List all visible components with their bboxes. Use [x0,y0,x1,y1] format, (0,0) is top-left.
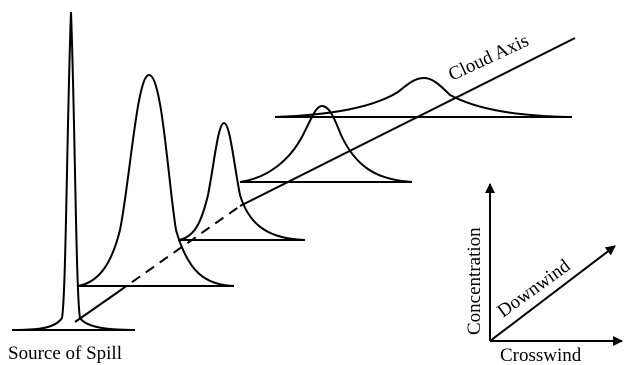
concentration-label: Concentration [464,227,485,335]
cloud-axis-line [75,38,575,322]
source-label: Source of Spill [8,343,122,364]
downwind-label: Downwind [494,255,575,322]
concentration-profile-source [12,12,135,330]
cloud-axis-label: Cloud Axis [445,30,532,85]
concentration-profile-5 [275,78,572,117]
crosswind-label: Crosswind [500,345,582,365]
